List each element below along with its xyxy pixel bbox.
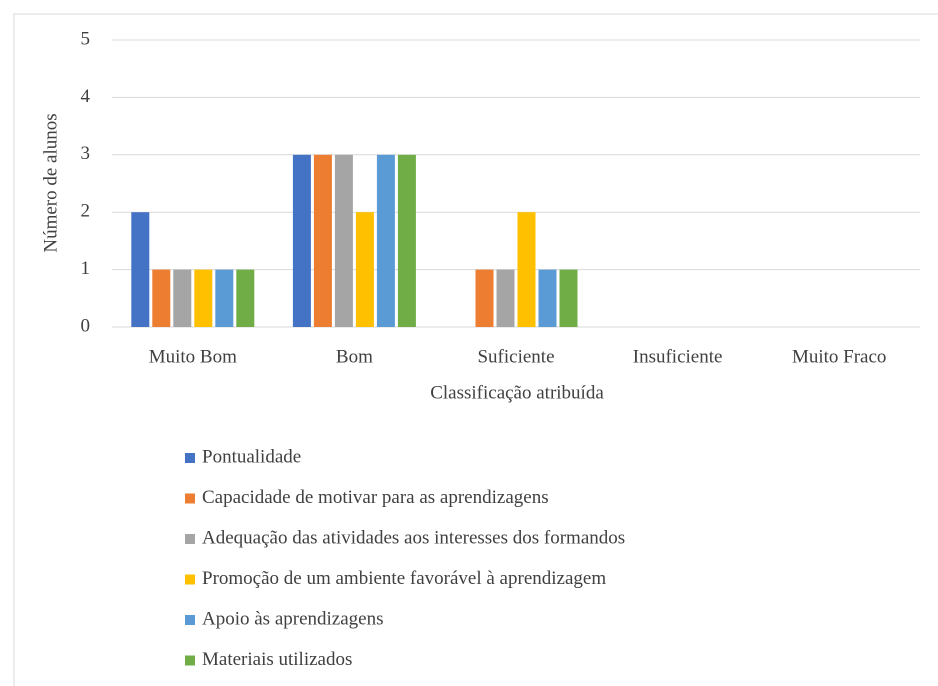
bar [313, 154, 332, 327]
legend-label: Apoio às aprendizagens [202, 608, 384, 629]
bar [215, 269, 234, 327]
x-tick-label: Muito Fraco [792, 346, 886, 367]
y-tick-label: 2 [81, 201, 91, 222]
bar [355, 212, 374, 327]
bar [194, 269, 213, 327]
bar [131, 212, 150, 327]
y-tick-label: 1 [81, 258, 91, 279]
legend-swatch [185, 534, 195, 544]
x-tick-label: Muito Bom [149, 346, 237, 367]
legend-label: Materiais utilizados [202, 649, 352, 670]
bar [292, 154, 311, 327]
legend-label: Capacidade de motivar para as aprendizag… [202, 487, 549, 508]
chart-frame [13, 13, 938, 686]
bar [173, 269, 192, 327]
legend-swatch [185, 493, 195, 504]
bar [397, 154, 416, 327]
y-tick-label: 5 [81, 28, 91, 49]
bar [236, 269, 255, 327]
legend-label: Promoção de um ambiente favorável à apre… [202, 568, 606, 589]
bar [475, 269, 494, 327]
legend-swatch [185, 453, 195, 463]
y-tick-label: 3 [81, 143, 91, 164]
bar [376, 154, 395, 327]
x-tick-label: Insuficiente [633, 346, 723, 367]
legend-swatch [185, 574, 195, 585]
bar [559, 269, 578, 327]
y-tick-label: 0 [81, 315, 91, 336]
x-axis-label: Classificação atribuída [430, 382, 604, 403]
bar [517, 212, 536, 327]
x-tick-label: Bom [336, 346, 373, 367]
legend-label: Pontualidade [202, 446, 301, 467]
bar [152, 269, 171, 327]
bar [538, 269, 557, 327]
legend-swatch [185, 615, 195, 625]
legend-label: Adequação das atividades aos interesses … [202, 527, 625, 548]
bar [334, 154, 353, 327]
y-tick-label: 4 [81, 86, 91, 107]
bar [496, 269, 515, 327]
x-tick-label: Suficiente [477, 346, 554, 367]
legend-swatch [185, 655, 195, 666]
y-axis-label: Número de alunos [40, 113, 61, 252]
